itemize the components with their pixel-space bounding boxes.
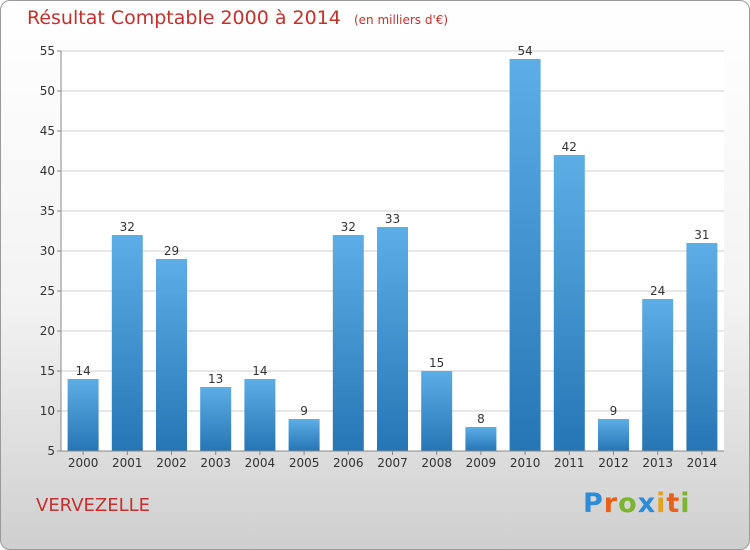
x-tick-label: 2007 bbox=[377, 456, 408, 470]
value-label: 32 bbox=[120, 220, 135, 234]
value-label: 13 bbox=[208, 372, 223, 386]
x-tick-label: 2012 bbox=[598, 456, 629, 470]
y-tick-label: 15 bbox=[40, 364, 55, 378]
x-tick-label: 2002 bbox=[156, 456, 187, 470]
y-tick-label: 5 bbox=[47, 444, 55, 458]
value-label: 14 bbox=[75, 364, 90, 378]
y-tick-label: 45 bbox=[40, 124, 55, 138]
value-label: 42 bbox=[562, 140, 577, 154]
bar bbox=[465, 427, 497, 451]
bar bbox=[244, 379, 276, 451]
logo-letter: P bbox=[583, 488, 604, 519]
logo-letter: r bbox=[603, 488, 619, 519]
x-tick-label: 2000 bbox=[68, 456, 99, 470]
bar bbox=[67, 379, 99, 451]
bar bbox=[111, 235, 143, 451]
logo-letter: t bbox=[666, 488, 681, 519]
bar bbox=[509, 59, 541, 451]
value-label: 32 bbox=[341, 220, 356, 234]
x-tick-label: 2014 bbox=[687, 456, 718, 470]
y-tick-label: 50 bbox=[40, 84, 55, 98]
bar bbox=[421, 371, 453, 451]
value-label: 24 bbox=[650, 284, 665, 298]
x-tick-label: 2004 bbox=[245, 456, 276, 470]
y-axis-ticks: 5 10 15 20 25 30 35 40 45 50 55 bbox=[40, 44, 61, 458]
bar bbox=[200, 387, 232, 451]
y-tick-label: 40 bbox=[40, 164, 55, 178]
value-label: 54 bbox=[517, 44, 532, 58]
value-label: 15 bbox=[429, 356, 444, 370]
value-label: 9 bbox=[610, 404, 618, 418]
x-axis-ticks: 2000 2001 2002 2003 2004 2005 2006 2007 2008 2009… bbox=[68, 451, 717, 470]
value-label: 9 bbox=[300, 404, 308, 418]
y-tick-label: 25 bbox=[40, 284, 55, 298]
proxiti-logo: Proxiti bbox=[583, 488, 691, 519]
y-tick-label: 55 bbox=[40, 44, 55, 58]
bar bbox=[642, 299, 674, 451]
x-tick-label: 2009 bbox=[466, 456, 497, 470]
value-labels: 14 32 29 13 14 9 32 33 15 8 54 42 9 24 31 bbox=[75, 44, 709, 426]
bar bbox=[377, 227, 408, 451]
x-tick-label: 2003 bbox=[200, 456, 231, 470]
y-tick-label: 35 bbox=[40, 204, 55, 218]
y-tick-label: 30 bbox=[40, 244, 55, 258]
x-tick-label: 2001 bbox=[112, 456, 143, 470]
y-tick-label: 10 bbox=[40, 404, 55, 418]
x-tick-label: 2011 bbox=[554, 456, 585, 470]
location-name: VERVEZELLE bbox=[36, 495, 151, 516]
bar bbox=[553, 155, 585, 451]
x-tick-label: 2013 bbox=[642, 456, 673, 470]
bars bbox=[67, 59, 718, 451]
x-tick-label: 2010 bbox=[510, 456, 541, 470]
x-tick-label: 2006 bbox=[333, 456, 364, 470]
chart-title: Résultat Comptable 2000 à 2014 bbox=[27, 7, 341, 29]
chart-subtitle: (en milliers d'€) bbox=[353, 13, 449, 27]
x-tick-label: 2005 bbox=[289, 456, 320, 470]
chart-title-block: Résultat Comptable 2000 à 2014 (en milli… bbox=[27, 7, 448, 29]
bar bbox=[686, 243, 718, 451]
value-label: 29 bbox=[164, 244, 179, 258]
logo-letter: x bbox=[637, 488, 657, 519]
value-label: 8 bbox=[477, 412, 485, 426]
y-tick-label: 20 bbox=[40, 324, 55, 338]
bar bbox=[156, 259, 187, 451]
value-label: 33 bbox=[385, 212, 400, 226]
value-label: 14 bbox=[252, 364, 267, 378]
logo-letter: i bbox=[680, 488, 691, 519]
logo-letter: o bbox=[618, 488, 638, 519]
value-label: 31 bbox=[694, 228, 709, 242]
bar bbox=[332, 235, 364, 451]
x-tick-label: 2008 bbox=[421, 456, 452, 470]
bar bbox=[598, 419, 629, 451]
bar bbox=[288, 419, 320, 451]
logo-letter: i bbox=[656, 488, 667, 519]
